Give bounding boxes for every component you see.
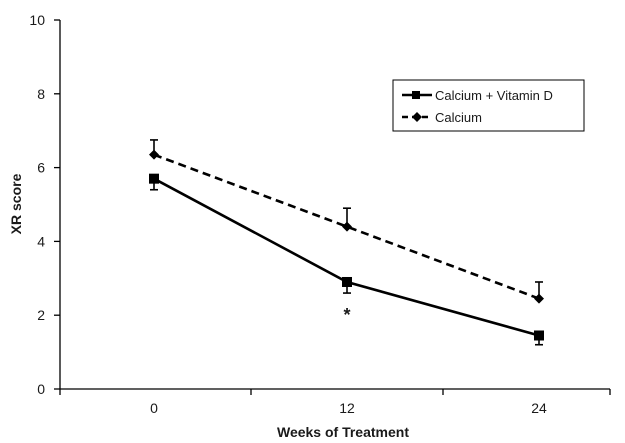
x-tick-label: 24 — [531, 400, 547, 416]
legend-marker — [412, 112, 422, 122]
data-point — [534, 330, 544, 341]
legend-label: Calcium + Vitamin D — [435, 88, 553, 103]
series-line — [153, 153, 540, 300]
legend: Calcium + Vitamin D Calcium — [392, 79, 585, 132]
y-tick-label: 0 — [37, 381, 45, 397]
y-tick-label: 2 — [37, 307, 45, 323]
y-tick-label: 6 — [37, 160, 45, 176]
x-ticks: 0 12 24 — [59, 389, 611, 416]
y-ticks: 0 2 4 6 8 10 — [29, 12, 60, 397]
annotation-layer: * — [343, 305, 350, 325]
data-point — [342, 221, 352, 232]
x-tick-label: 0 — [150, 400, 158, 416]
data-point — [149, 149, 159, 160]
y-axis-title: XR score — [8, 173, 24, 234]
series-layer — [149, 139, 544, 346]
data-point — [342, 276, 352, 287]
data-point — [534, 293, 544, 304]
legend-marker — [412, 91, 420, 99]
significance-annotation: * — [343, 305, 350, 325]
axes — [59, 20, 610, 390]
legend-box — [392, 79, 585, 132]
y-tick-label: 4 — [37, 233, 45, 249]
x-tick-label: 12 — [339, 400, 355, 416]
legend-label: Calcium — [435, 110, 482, 125]
x-axis-title: Weeks of Treatment — [277, 424, 409, 440]
y-tick-label: 8 — [37, 86, 45, 102]
data-point — [149, 173, 159, 184]
y-tick-label: 10 — [29, 12, 45, 28]
